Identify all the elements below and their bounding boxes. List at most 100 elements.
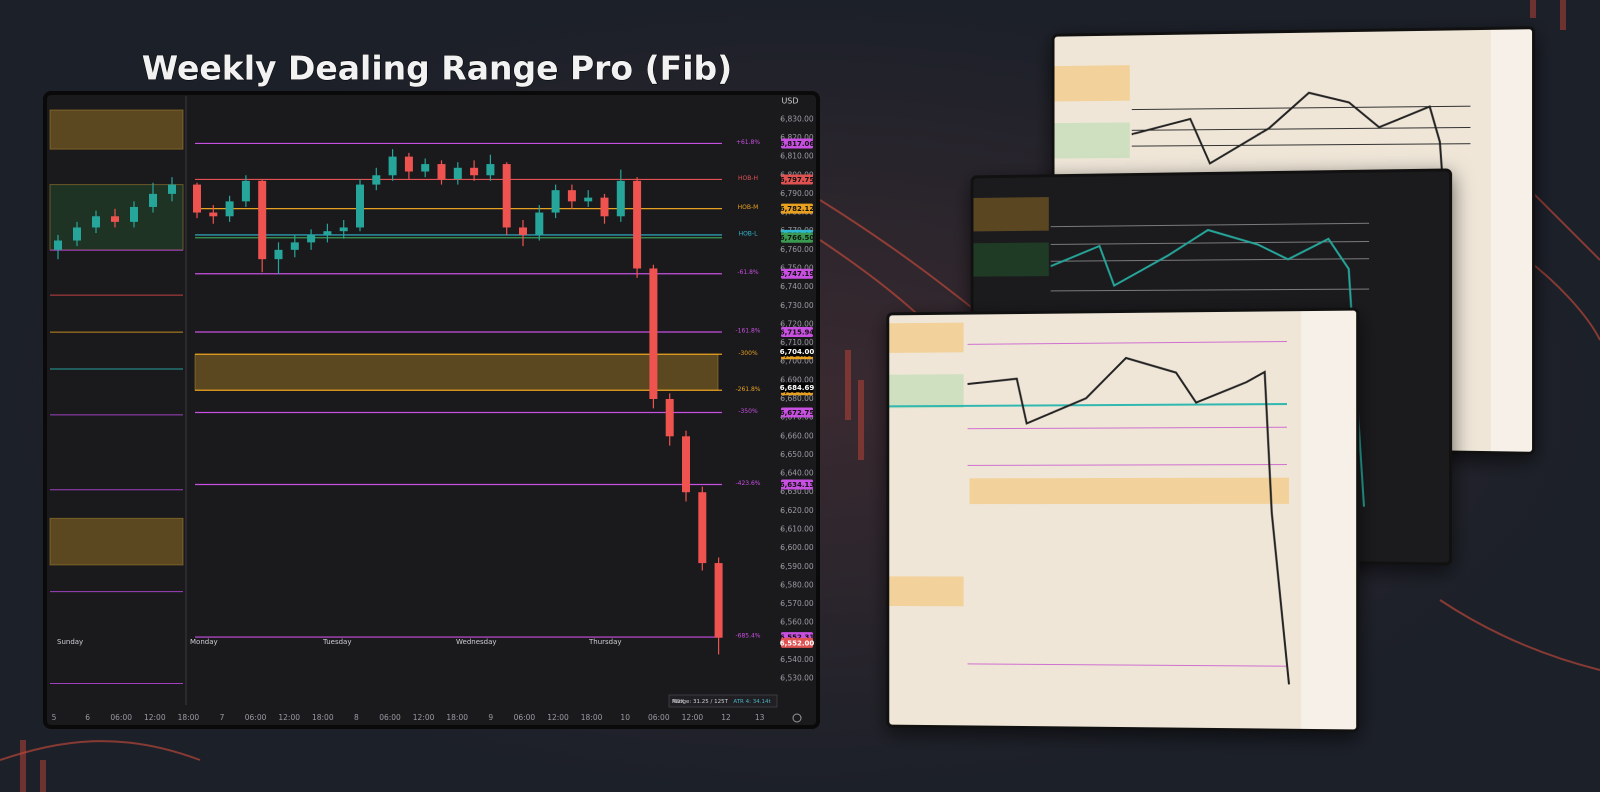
zone: [195, 354, 718, 390]
title: Weekly Dealing Range Pro (Fib): [142, 49, 732, 88]
candle-body: [307, 235, 315, 242]
candle-body: [486, 164, 494, 175]
candle-body: [519, 227, 527, 234]
x-tick-label: 6: [85, 713, 90, 722]
price-badge-label: 6,552.00: [780, 639, 815, 647]
x-tick-label: 5: [52, 713, 57, 722]
candle-body: [552, 190, 560, 212]
x-tick-label: 06:00: [379, 713, 401, 722]
x-tick-label: 12: [721, 713, 731, 722]
y-tick-label: 6,580.00: [780, 580, 814, 589]
y-tick-label: 6,830.00: [780, 114, 814, 123]
y-tick-label: 6,740.00: [780, 282, 814, 291]
candle-body: [421, 164, 429, 171]
candle-body: [54, 241, 62, 250]
x-tick-label: 12:00: [547, 713, 569, 722]
price-badge-label: 6,797.75: [780, 176, 815, 184]
day-label: Tuesday: [322, 638, 351, 646]
candle-body: [438, 164, 446, 179]
y-tick-label: 6,590.00: [780, 562, 814, 571]
candle-body: [405, 157, 413, 172]
price-badge-label: 6,672.75: [780, 409, 815, 417]
candle-body: [601, 198, 609, 217]
x-tick-label: 10: [620, 713, 630, 722]
level-label: HOB-M: [738, 204, 759, 211]
y-tick-label: 6,570.00: [780, 599, 814, 608]
level-label: -423.6%: [735, 480, 760, 487]
candle-body: [389, 157, 397, 176]
legend-item: Range: 31.25 / 125T: [672, 699, 729, 705]
currency: USD: [781, 97, 798, 106]
candle-body: [682, 436, 690, 492]
level-label: -161.8%: [735, 327, 760, 334]
y-tick-label: 6,610.00: [780, 525, 814, 534]
day-label: Thursday: [588, 638, 622, 646]
candle-body: [535, 213, 543, 235]
candle-body: [291, 242, 299, 249]
y-tick-label: 6,760.00: [780, 245, 814, 254]
candle-body: [149, 194, 157, 207]
x-tick-label: 12:00: [144, 713, 166, 722]
y-tick-label: 6,560.00: [780, 618, 814, 627]
candle-body: [698, 492, 706, 563]
day-label: Monday: [190, 638, 218, 646]
y-tick-label: 6,810.00: [780, 152, 814, 161]
candle-body: [323, 231, 331, 235]
candle-body: [130, 207, 138, 222]
y-tick-label: 6,540.00: [780, 655, 814, 664]
candle-body: [356, 185, 364, 228]
x-tick-label: 12:00: [413, 713, 435, 722]
y-tick-label: 6,710.00: [780, 338, 814, 347]
day-label: Wednesday: [456, 638, 497, 646]
candle-body: [715, 563, 723, 638]
candle-body: [275, 250, 283, 259]
candle-body: [617, 181, 625, 216]
candle-body: [242, 181, 250, 202]
level-label: -350%: [738, 408, 758, 415]
y-tick-label: 6,530.00: [780, 674, 814, 683]
candle-body: [168, 185, 176, 194]
x-tick-label: 06:00: [245, 713, 267, 722]
x-tick-label: 8: [354, 713, 359, 722]
day-label: Sunday: [57, 638, 83, 646]
y-tick-label: 6,790.00: [780, 189, 814, 198]
x-tick-label: 06:00: [648, 713, 670, 722]
x-tick-label: 18:00: [446, 713, 468, 722]
x-tick-label: 18:00: [312, 713, 334, 722]
level-label: -61.8%: [737, 269, 759, 276]
level-label: -300%: [738, 350, 758, 357]
price-badge-label: 6,715.94: [780, 328, 815, 336]
level-label: HOB-L: [739, 230, 759, 237]
candle-body: [258, 181, 266, 259]
price-badge-label: 6,747.19: [780, 270, 815, 278]
y-tick-label: 6,650.00: [780, 450, 814, 459]
candle-body: [584, 198, 592, 202]
price-badge-label: 6,766.50: [780, 234, 815, 242]
y-tick-label: 6,620.00: [780, 506, 814, 515]
price-badge-label: 6,634.13: [780, 481, 815, 489]
candle-body: [454, 168, 462, 179]
candle-body: [92, 216, 100, 227]
y-tick-label: 6,660.00: [780, 431, 814, 440]
candle-body: [470, 168, 478, 175]
level-label: HOB-H: [738, 175, 758, 182]
level-label: -685.4%: [735, 633, 760, 640]
x-tick-label: 06:00: [110, 713, 132, 722]
price-badge-label: 6,704.00: [780, 348, 815, 356]
x-tick-label: 06:00: [514, 713, 536, 722]
x-tick-label: 18:00: [581, 713, 603, 722]
zone: [50, 518, 183, 565]
candle-body: [649, 268, 657, 399]
x-tick-label: 7: [220, 713, 225, 722]
y-tick-label: 6,680.00: [780, 394, 814, 403]
x-tick-label: 12:00: [278, 713, 300, 722]
x-tick-label: 13: [755, 713, 765, 722]
candle-body: [226, 201, 234, 216]
zone: [50, 110, 183, 149]
legend-item: ATR 4: 34.14t: [733, 699, 771, 705]
x-tick-label: 9: [488, 713, 493, 722]
candle-body: [666, 399, 674, 436]
candle-body: [73, 227, 81, 240]
